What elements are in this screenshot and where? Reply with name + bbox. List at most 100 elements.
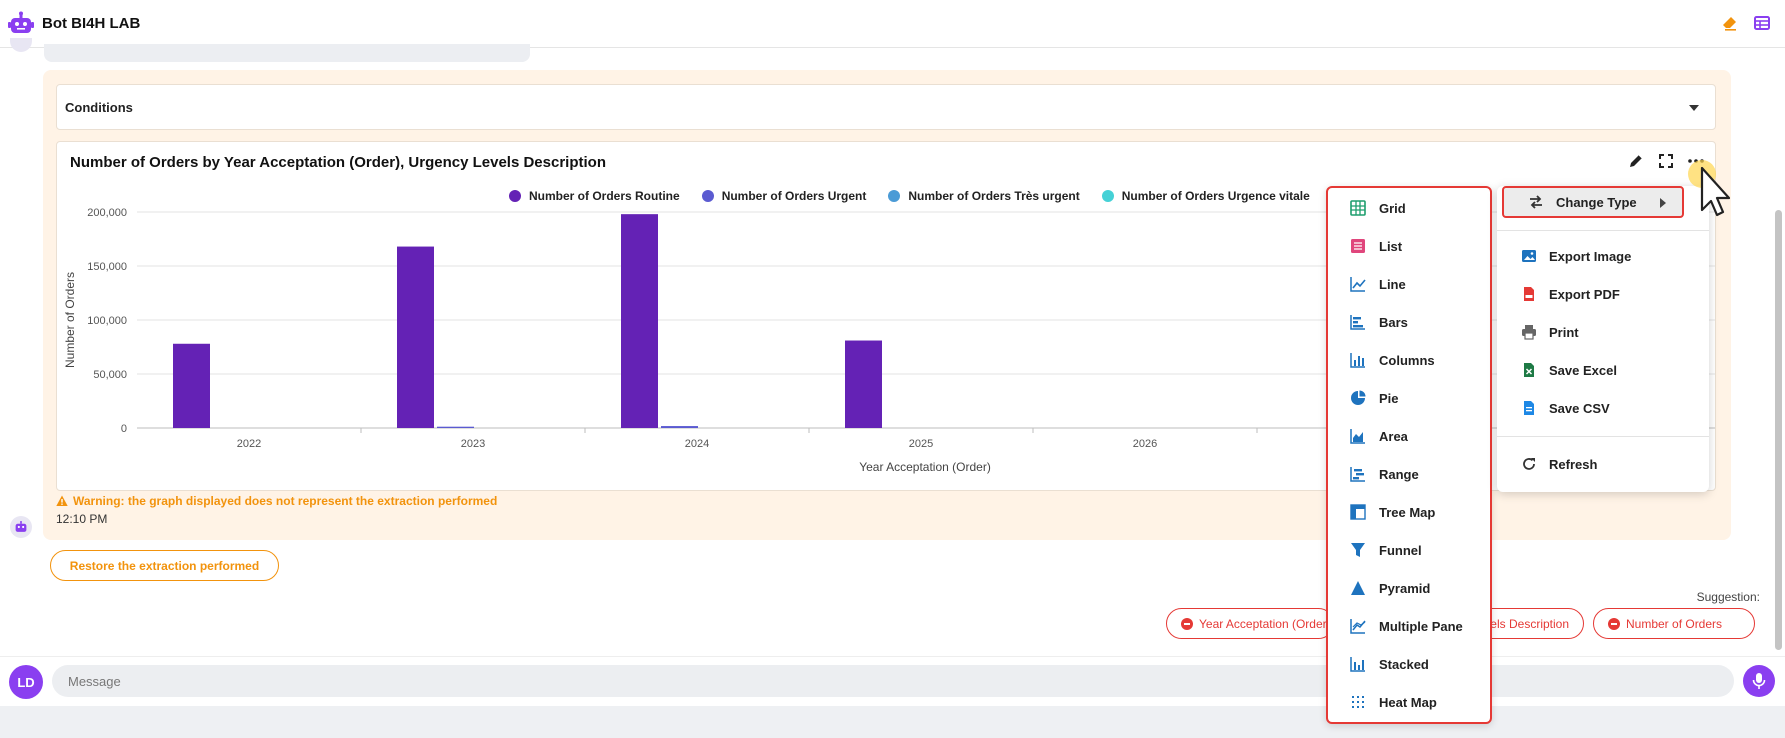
y-tick-label: 150,000 (87, 261, 127, 273)
chart-type-range[interactable]: Range (1328, 455, 1490, 493)
chart-type-pyramid[interactable]: Pyramid (1328, 569, 1490, 607)
legend-item[interactable]: Number of Orders Urgent (701, 189, 867, 203)
edit-icon[interactable] (1627, 152, 1645, 170)
suggestion-chip[interactable]: Year Acceptation (Order) (1166, 608, 1334, 639)
print-icon (1522, 325, 1536, 340)
range-chart-icon (1350, 467, 1365, 482)
y-tick-label: 50,000 (93, 369, 127, 381)
scrollbar[interactable] (1773, 48, 1783, 658)
robot-icon (15, 521, 27, 532)
chip-label: Year Acceptation (Order) (1199, 616, 1331, 631)
chart-title: Number of Orders by Year Acceptation (Or… (70, 154, 606, 171)
menu-item-label: Tree Map (1379, 504, 1436, 520)
chevron-down-icon[interactable] (1689, 105, 1699, 111)
refresh-item[interactable]: Refresh (1521, 454, 1597, 474)
line-chart-icon (1350, 277, 1366, 292)
chart-type-grid[interactable]: Grid (1328, 189, 1490, 227)
export-image-item[interactable]: Export Image (1521, 246, 1631, 266)
chart-type-multiple-pane[interactable]: Multiple Pane (1328, 607, 1490, 645)
swap-icon (1530, 195, 1542, 209)
bar (661, 426, 698, 428)
legend-item[interactable]: Number of Orders Très urgent (888, 189, 1080, 203)
chart-type-heat-map[interactable]: Heat Map (1328, 683, 1490, 721)
change-type-item[interactable]: Change Type (1502, 186, 1684, 218)
chart-type-columns[interactable]: Columns (1328, 341, 1490, 379)
menu-item-label: Change Type (1556, 194, 1637, 210)
x-axis-label: Year Acceptation (Order) (859, 460, 991, 474)
csv-icon (1524, 401, 1534, 415)
funnel-icon (1351, 543, 1365, 557)
chart-type-line[interactable]: Line (1328, 265, 1490, 303)
chart-type-area[interactable]: Area (1328, 417, 1490, 455)
conditions-accordion[interactable]: Conditions (56, 84, 1716, 130)
list-icon (1351, 239, 1365, 253)
heatmap-icon (1352, 696, 1364, 708)
bar-chart: 0 50,000 100,000 150,000 200,000 2022 2023 2024… (63, 207, 1715, 474)
image-icon (1522, 250, 1536, 262)
menu-item-label: Stacked (1379, 656, 1429, 672)
bar (397, 246, 434, 428)
microphone-button[interactable] (1743, 665, 1775, 697)
previous-message-bubble (44, 44, 530, 62)
treemap-icon (1350, 504, 1366, 520)
scrollbar-thumb[interactable] (1775, 210, 1782, 650)
menu-item-label: Multiple Pane (1379, 618, 1463, 634)
chart-type-funnel[interactable]: Funnel (1328, 531, 1490, 569)
bot-avatar (10, 38, 32, 52)
menu-item-label: Pyramid (1379, 580, 1431, 596)
suggestion-chip[interactable]: Number of Orders (1593, 608, 1755, 639)
pdf-icon (1524, 287, 1534, 301)
chart-type-stacked[interactable]: Stacked (1328, 645, 1490, 683)
print-item[interactable]: Print (1521, 322, 1579, 342)
y-tick-label: 100,000 (87, 315, 127, 327)
y-axis-label: Number of Orders (63, 272, 77, 368)
menu-item-label: Save Excel (1549, 362, 1617, 378)
table-icon[interactable] (1753, 14, 1771, 32)
chart-type-menu: Grid List Line Bars Columns Pie Area Range Tree … (1326, 186, 1492, 724)
robot-icon (8, 11, 34, 33)
restore-extraction-button[interactable]: Restore the extraction performed (50, 550, 279, 581)
menu-item-label: Grid (1379, 200, 1406, 216)
menu-item-label: Bars (1379, 314, 1408, 330)
menu-item-label: Heat Map (1379, 694, 1437, 710)
area-chart-icon (1350, 429, 1365, 444)
refresh-icon (1523, 458, 1535, 470)
export-pdf-item[interactable]: Export PDF (1521, 284, 1620, 304)
legend-swatch (888, 190, 901, 202)
bar (173, 343, 210, 428)
legend-label: Number of Orders Urgence vitale (1121, 189, 1310, 203)
menu-item-label: List (1379, 238, 1403, 254)
suggestion-chip[interactable]: Urgency Levels Description (1453, 608, 1584, 639)
save-excel-item[interactable]: Save Excel (1521, 360, 1617, 380)
chart-type-pie[interactable]: Pie (1328, 379, 1490, 417)
message-timestamp: 12:10 PM (56, 512, 108, 526)
pie-chart-icon (1351, 390, 1366, 405)
legend-swatch (1101, 190, 1114, 202)
chip-label: Number of Orders (1626, 616, 1723, 631)
menu-item-label: Save CSV (1549, 400, 1610, 416)
legend-item[interactable]: Number of Orders Urgence vitale (1101, 189, 1310, 203)
menu-item-label: Print (1549, 324, 1579, 340)
warning-icon (56, 495, 68, 506)
microphone-icon (1752, 673, 1766, 689)
legend-item[interactable]: Number of Orders Routine (509, 189, 680, 203)
bar-chart-icon (1350, 315, 1365, 330)
chart-type-list[interactable]: List (1328, 227, 1490, 265)
legend-label: Number of Orders Urgent (721, 189, 867, 203)
legend-label: Number of Orders Très urgent (908, 189, 1080, 203)
menu-item-label: Export PDF (1549, 286, 1620, 302)
save-csv-item[interactable]: Save CSV (1521, 398, 1610, 418)
menu-item-label: Funnel (1379, 542, 1422, 558)
y-tick-label: 200,000 (87, 207, 127, 219)
user-avatar[interactable]: LD (9, 665, 43, 699)
pyramid-icon (1351, 581, 1365, 595)
menu-item-label: Range (1379, 466, 1419, 482)
column-chart-icon (1350, 353, 1365, 368)
y-tick-label: 0 (121, 423, 127, 435)
chart-type-tree-map[interactable]: Tree Map (1328, 493, 1490, 531)
chart-type-bars[interactable]: Bars (1328, 303, 1490, 341)
fullscreen-icon[interactable] (1657, 152, 1675, 170)
eraser-icon[interactable] (1721, 14, 1739, 32)
x-tick-label: 2022 (237, 438, 261, 450)
menu-item-label: Export Image (1549, 248, 1632, 264)
